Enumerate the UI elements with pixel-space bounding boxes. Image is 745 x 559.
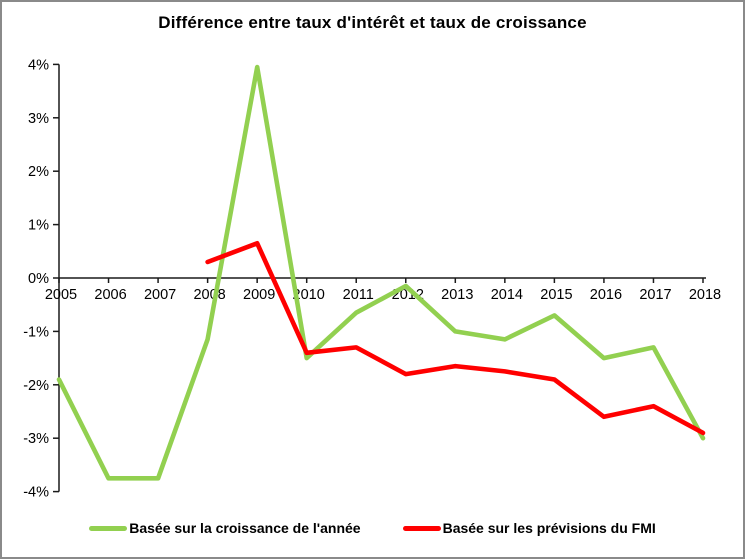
x-tick-label: 2016: [590, 287, 622, 303]
x-tick-label: 2017: [639, 287, 671, 303]
y-tick-label: 1%: [28, 218, 49, 234]
x-tick-label: 2008: [193, 287, 225, 303]
legend-label-fmi: Basée sur les prévisions du FMI: [442, 520, 656, 536]
x-tick-label: 2010: [293, 287, 325, 303]
legend: Basée sur la croissance de l'année Basée…: [2, 520, 743, 536]
x-tick-label: 2018: [689, 287, 721, 303]
y-tick-label: 0%: [28, 271, 49, 287]
x-tick-label: 2011: [343, 287, 374, 303]
x-tick-label: 2015: [540, 287, 572, 303]
y-tick-label: -1%: [23, 324, 49, 340]
x-tick-label: 2013: [441, 287, 473, 303]
legend-label-annee: Basée sur la croissance de l'année: [129, 520, 361, 536]
x-tick-label: 2007: [144, 287, 176, 303]
x-tick-label: 2014: [491, 287, 523, 303]
legend-swatch-annee: [89, 525, 128, 531]
x-tick-label: 2005: [45, 287, 77, 303]
legend-item-fmi: Basée sur les prévisions du FMI: [402, 520, 656, 536]
y-tick-label: -4%: [23, 485, 49, 501]
x-tick-label: 2006: [94, 287, 126, 303]
y-tick-label: 3%: [28, 111, 49, 127]
y-tick-label: -3%: [23, 431, 49, 447]
series-line-annee: [56, 64, 706, 481]
legend-swatch-fmi: [402, 525, 441, 531]
y-tick-label: 2%: [28, 164, 49, 180]
y-tick-label: -2%: [23, 378, 49, 394]
series-line-fmi: [205, 241, 706, 436]
x-tick-label: 2009: [243, 287, 275, 303]
y-tick-label: 4%: [28, 57, 49, 73]
chart-title: Différence entre taux d'intérêt et taux …: [158, 13, 587, 32]
legend-item-annee: Basée sur la croissance de l'année: [89, 520, 361, 536]
